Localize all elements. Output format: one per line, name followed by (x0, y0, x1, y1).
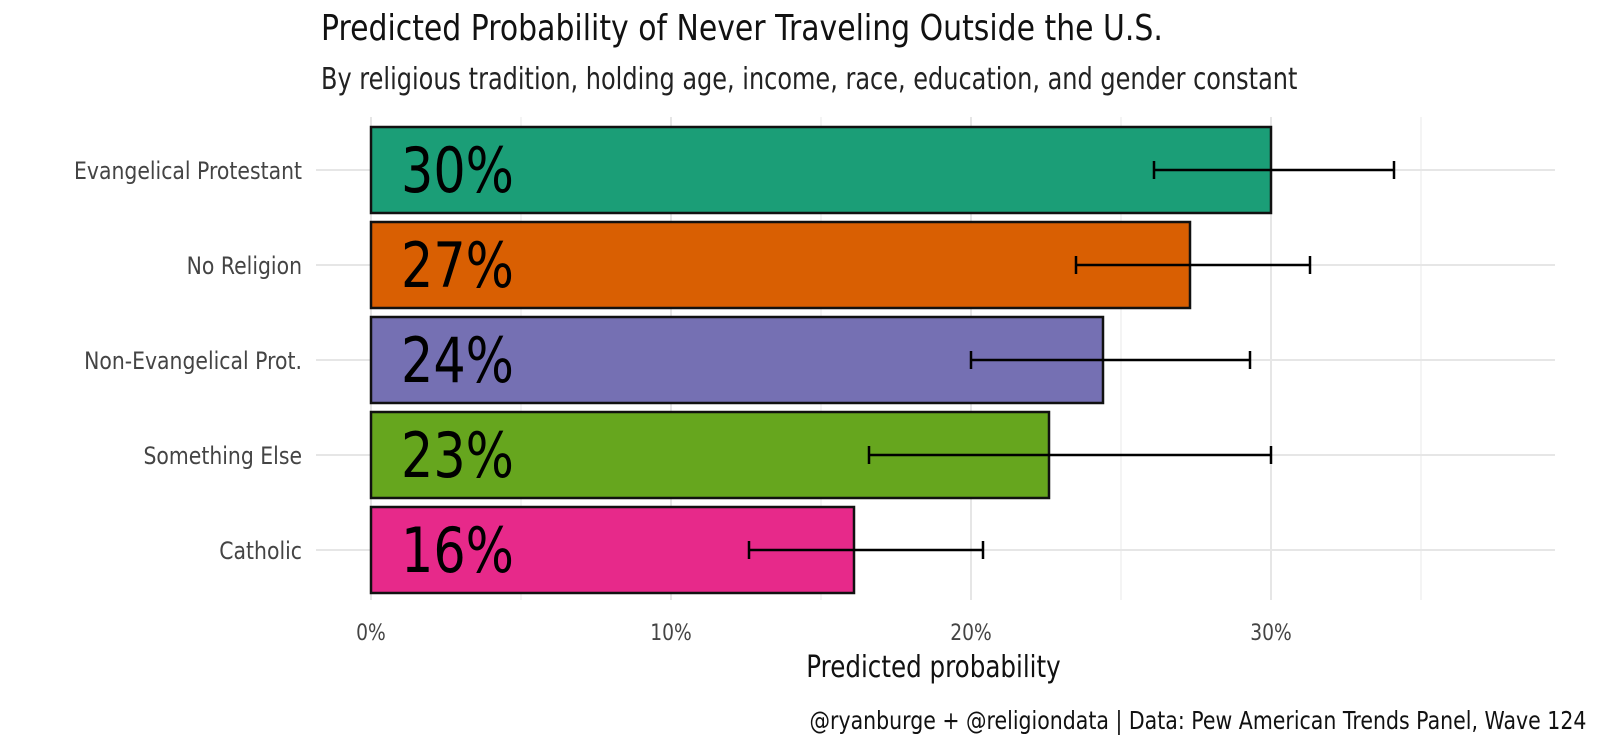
data-label: 24% (401, 325, 514, 397)
category-label: No Religion (187, 252, 302, 280)
category-label: Non-Evangelical Prot. (84, 347, 302, 375)
x-tick-labels: 0% 10% 20% 30% (356, 620, 1292, 646)
x-tick-label: 30% (1250, 620, 1292, 646)
chart-caption: @ryanburge + @religiondata | Data: Pew A… (809, 706, 1586, 735)
x-axis-title: Predicted probability (806, 651, 1060, 685)
category-label: Catholic (219, 537, 302, 565)
data-label: 23% (401, 420, 514, 492)
data-labels: 30% 27% 24% 23% 16% (401, 135, 514, 587)
category-label: Something Else (143, 442, 302, 470)
data-label: 16% (401, 515, 514, 587)
category-labels: Evangelical Protestant No Religion Non-Eva… (74, 157, 302, 565)
x-tick-label: 20% (950, 620, 992, 646)
bar-chart: 30% 27% 24% 23% 16% Evangelical Protestant No… (74, 117, 1555, 685)
x-tick-label: 10% (650, 620, 692, 646)
data-label: 30% (401, 135, 514, 207)
chart-title: Predicted Probability of Never Traveling… (321, 8, 1163, 49)
data-label: 27% (401, 230, 514, 302)
chart-subtitle: By religious tradition, holding age, inc… (321, 62, 1298, 97)
error-bars (747, 161, 1396, 559)
bar (369, 125, 1273, 215)
category-label: Evangelical Protestant (74, 157, 302, 185)
x-tick-label: 0% (356, 620, 386, 646)
bar (369, 220, 1192, 310)
